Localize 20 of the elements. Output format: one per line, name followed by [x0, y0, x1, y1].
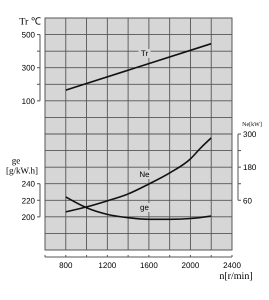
- x-tick-label: 1600: [140, 261, 158, 270]
- y3-axis-title: ge [g/kW.h]: [6, 156, 38, 176]
- y-tick-label: 100: [22, 96, 36, 106]
- y2-tick-label: 300: [243, 130, 257, 139]
- y3-tick-label: 220: [22, 196, 36, 206]
- y-tick-label: 300: [22, 64, 36, 73]
- series-label: ge: [140, 202, 150, 212]
- x-tick-label: 2000: [182, 261, 200, 270]
- y-axis-title: Tr ℃: [19, 16, 41, 28]
- x-tick-label: 800: [59, 261, 73, 270]
- x-tick-label: 1200: [98, 261, 117, 270]
- series-label: Ne: [139, 170, 150, 180]
- series-label: Tr: [140, 48, 148, 58]
- y2-tick-label: 60: [243, 196, 252, 206]
- y3-tick-label: 200: [22, 212, 36, 222]
- x-axis-title: n[r/min]: [219, 271, 253, 282]
- y-tick-label: 500: [22, 30, 36, 40]
- y3-tick-label: 240: [22, 180, 36, 189]
- x-tick-label: 2400: [223, 261, 242, 270]
- y2-tick-label: 180: [243, 163, 257, 172]
